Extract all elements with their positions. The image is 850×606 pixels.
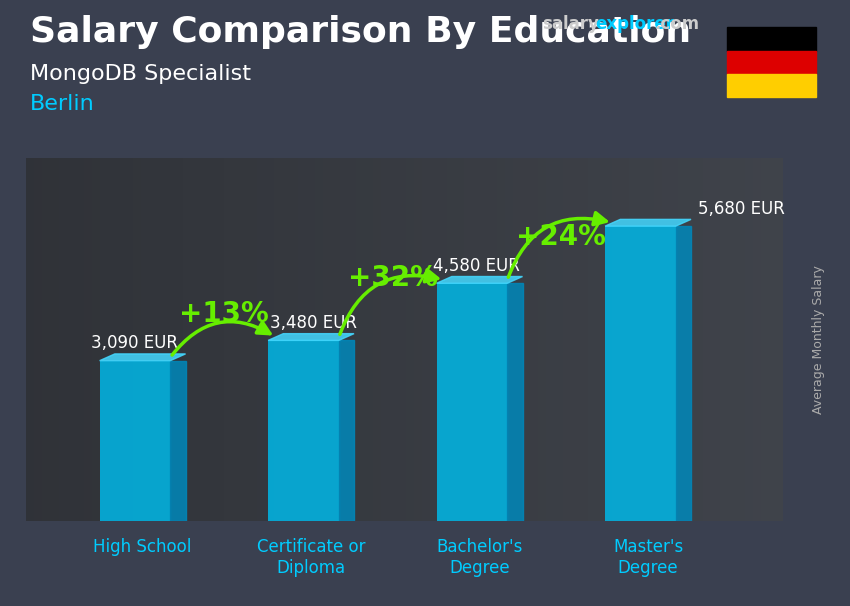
Polygon shape	[437, 276, 523, 283]
Text: Berlin: Berlin	[30, 94, 94, 114]
Bar	[605, 226, 676, 521]
Polygon shape	[676, 226, 691, 521]
Polygon shape	[339, 341, 354, 521]
Text: .com: .com	[654, 15, 700, 33]
Bar	[727, 50, 816, 74]
Bar	[268, 341, 339, 521]
Text: explorer: explorer	[595, 15, 674, 33]
Text: Salary Comparison By Education: Salary Comparison By Education	[30, 15, 691, 49]
Polygon shape	[268, 334, 354, 341]
Text: 4,580 EUR: 4,580 EUR	[434, 257, 520, 275]
Polygon shape	[170, 361, 185, 521]
Text: MongoDB Specialist: MongoDB Specialist	[30, 64, 251, 84]
Text: 5,680 EUR: 5,680 EUR	[698, 200, 785, 218]
Polygon shape	[507, 283, 523, 521]
Polygon shape	[605, 219, 691, 226]
Bar	[99, 361, 170, 521]
Text: salary: salary	[542, 15, 599, 33]
Text: +24%: +24%	[516, 222, 606, 250]
Text: +13%: +13%	[179, 300, 269, 328]
Text: +32%: +32%	[348, 264, 438, 292]
Bar	[727, 27, 816, 50]
Bar	[437, 283, 507, 521]
Text: 3,090 EUR: 3,090 EUR	[91, 335, 178, 352]
Bar	[727, 74, 816, 97]
Text: 3,480 EUR: 3,480 EUR	[269, 314, 357, 332]
Text: Average Monthly Salary: Average Monthly Salary	[812, 265, 825, 414]
Polygon shape	[99, 354, 185, 361]
